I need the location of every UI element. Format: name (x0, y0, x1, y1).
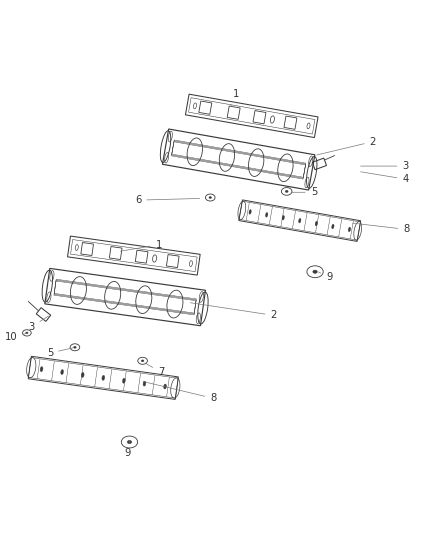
Ellipse shape (209, 197, 212, 198)
Text: 7: 7 (145, 363, 164, 377)
Text: 1: 1 (231, 90, 239, 106)
Text: 4: 4 (360, 172, 409, 184)
Text: 3: 3 (360, 161, 409, 171)
Text: 2: 2 (317, 136, 376, 155)
Text: 6: 6 (135, 195, 200, 205)
Ellipse shape (249, 209, 251, 214)
Text: 9: 9 (318, 272, 332, 282)
Ellipse shape (81, 373, 84, 377)
Ellipse shape (40, 367, 43, 372)
Ellipse shape (313, 270, 317, 273)
Text: 10: 10 (5, 332, 26, 342)
Text: 1: 1 (120, 240, 162, 251)
Ellipse shape (299, 219, 301, 223)
Text: 2: 2 (190, 303, 277, 320)
Ellipse shape (26, 332, 28, 334)
Ellipse shape (332, 224, 334, 229)
Text: 3: 3 (28, 316, 49, 332)
Ellipse shape (285, 190, 288, 192)
Ellipse shape (141, 360, 144, 362)
Text: 5: 5 (47, 348, 73, 358)
Ellipse shape (265, 213, 268, 217)
Ellipse shape (143, 381, 146, 386)
Ellipse shape (282, 215, 284, 220)
Ellipse shape (315, 221, 318, 226)
Ellipse shape (102, 375, 105, 381)
Text: 8: 8 (353, 223, 410, 235)
Ellipse shape (61, 369, 64, 375)
Ellipse shape (123, 378, 125, 383)
Ellipse shape (127, 440, 132, 443)
Text: 9: 9 (124, 441, 131, 458)
Text: 5: 5 (292, 187, 317, 197)
Ellipse shape (74, 346, 76, 348)
Text: 8: 8 (143, 382, 216, 403)
Ellipse shape (164, 384, 166, 389)
Ellipse shape (348, 227, 350, 232)
